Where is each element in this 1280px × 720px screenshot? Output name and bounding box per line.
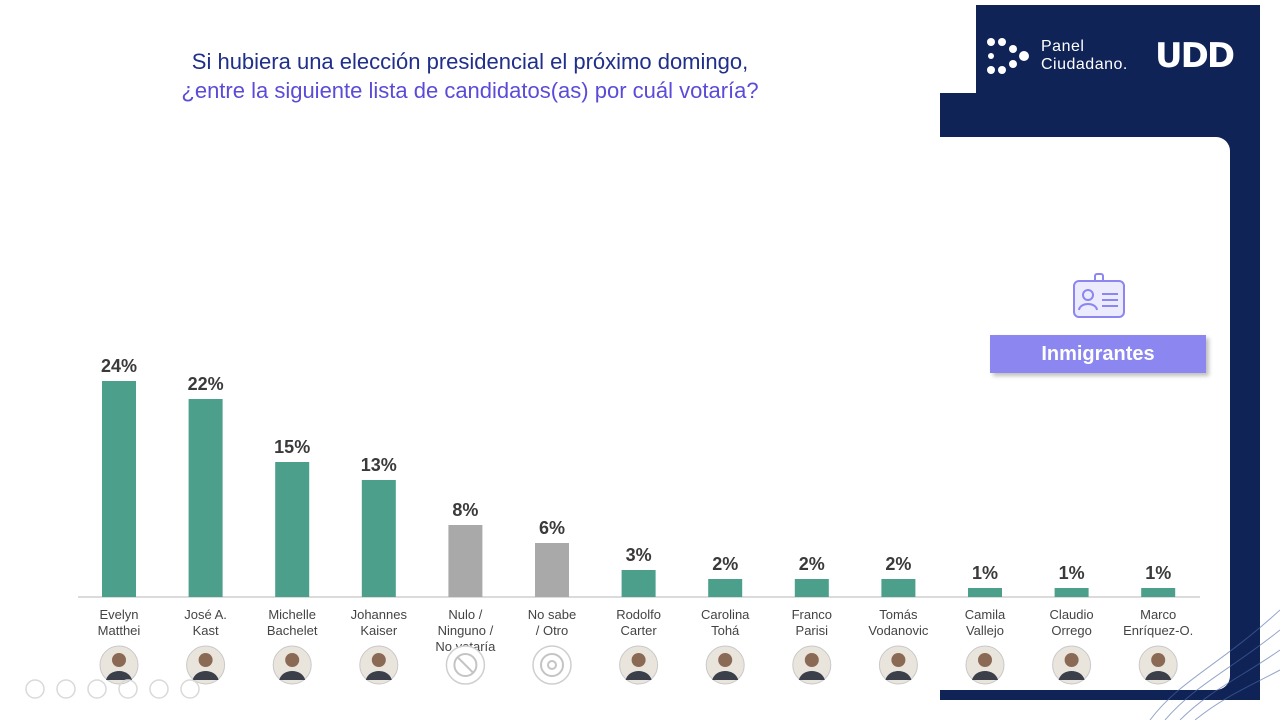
data-label: 1% [1145,563,1171,583]
data-label: 1% [972,563,998,583]
logo-text: Panel Ciudadano. [1041,38,1128,74]
avatar-icon [272,645,312,685]
avatar-icon [878,645,918,685]
avatar-icon [359,645,399,685]
wave-decoration [1149,609,1280,720]
panel-ciudadano-logo: Panel Ciudadano. UDD [985,36,1245,86]
category-label: Johannes Kaiser [351,607,408,638]
avatar-icon [1052,645,1092,685]
data-label: 24% [101,356,137,376]
avatar-icon [792,645,832,685]
data-label: 3% [626,545,652,565]
bar [968,588,1002,597]
data-label: 22% [188,374,224,394]
bar [448,525,483,597]
bar [794,579,829,597]
category-label: Marco Enríquez-O. [1123,607,1193,638]
avatar-icon [1138,645,1178,685]
title-line-2: ¿entre la siguiente lista de candidatos(… [181,78,759,103]
data-label: 15% [274,437,310,457]
bar [102,381,136,597]
category-label: José A. Kast [184,607,227,638]
logo-text-line-1: Panel [1041,38,1085,55]
logo-text-line-2: Ciudadano. [1041,56,1128,73]
avatar-icon [99,645,139,685]
player-controls [25,679,200,699]
bar [1054,588,1089,597]
data-label: 6% [539,518,565,538]
category-label: Franco Parisi [792,607,832,638]
bar [708,579,743,597]
bar [361,480,396,597]
data-label: 2% [885,554,911,574]
bar [881,579,916,597]
avatar-icon [186,645,226,685]
category-label: Evelyn Matthei [98,607,141,638]
bar [535,543,569,597]
segment-panel [940,137,1230,690]
bar [621,570,656,597]
category-label: Claudio Orrego [1050,607,1094,638]
prohibited-icon [445,645,486,685]
id-card-icon [1073,273,1125,318]
avatar-icon [705,645,745,685]
data-label: 1% [1059,563,1085,583]
page-title: Si hubiera una elección presidencial el … [30,47,910,105]
bar [188,399,223,597]
title-line-1: Si hubiera una elección presidencial el … [191,49,749,74]
category-label: Tomás Vodanovic [868,607,928,638]
category-label: Camila Vallejo [965,607,1006,638]
bar [275,462,310,597]
category-label: Nulo / Ninguno / No votaría [435,607,496,654]
udd-logo: UDD [1155,36,1235,76]
avatar-icon [619,645,659,685]
data-label: 13% [361,455,397,475]
logo-dots-icon [987,38,1029,74]
data-label: 8% [452,500,478,520]
bar [1141,588,1176,597]
brand-panel-notch [940,5,976,93]
segment-badge: Inmigrantes [990,335,1206,373]
category-label: No sabe / Otro [528,607,576,638]
data-label: 2% [799,554,825,574]
data-label: 2% [712,554,738,574]
category-label: Carolina Tohá [701,607,750,638]
avatar-icon [965,645,1005,685]
category-label: Rodolfo Carter [616,607,661,638]
question-icon [532,645,572,685]
category-label: Michelle Bachelet [267,607,318,638]
